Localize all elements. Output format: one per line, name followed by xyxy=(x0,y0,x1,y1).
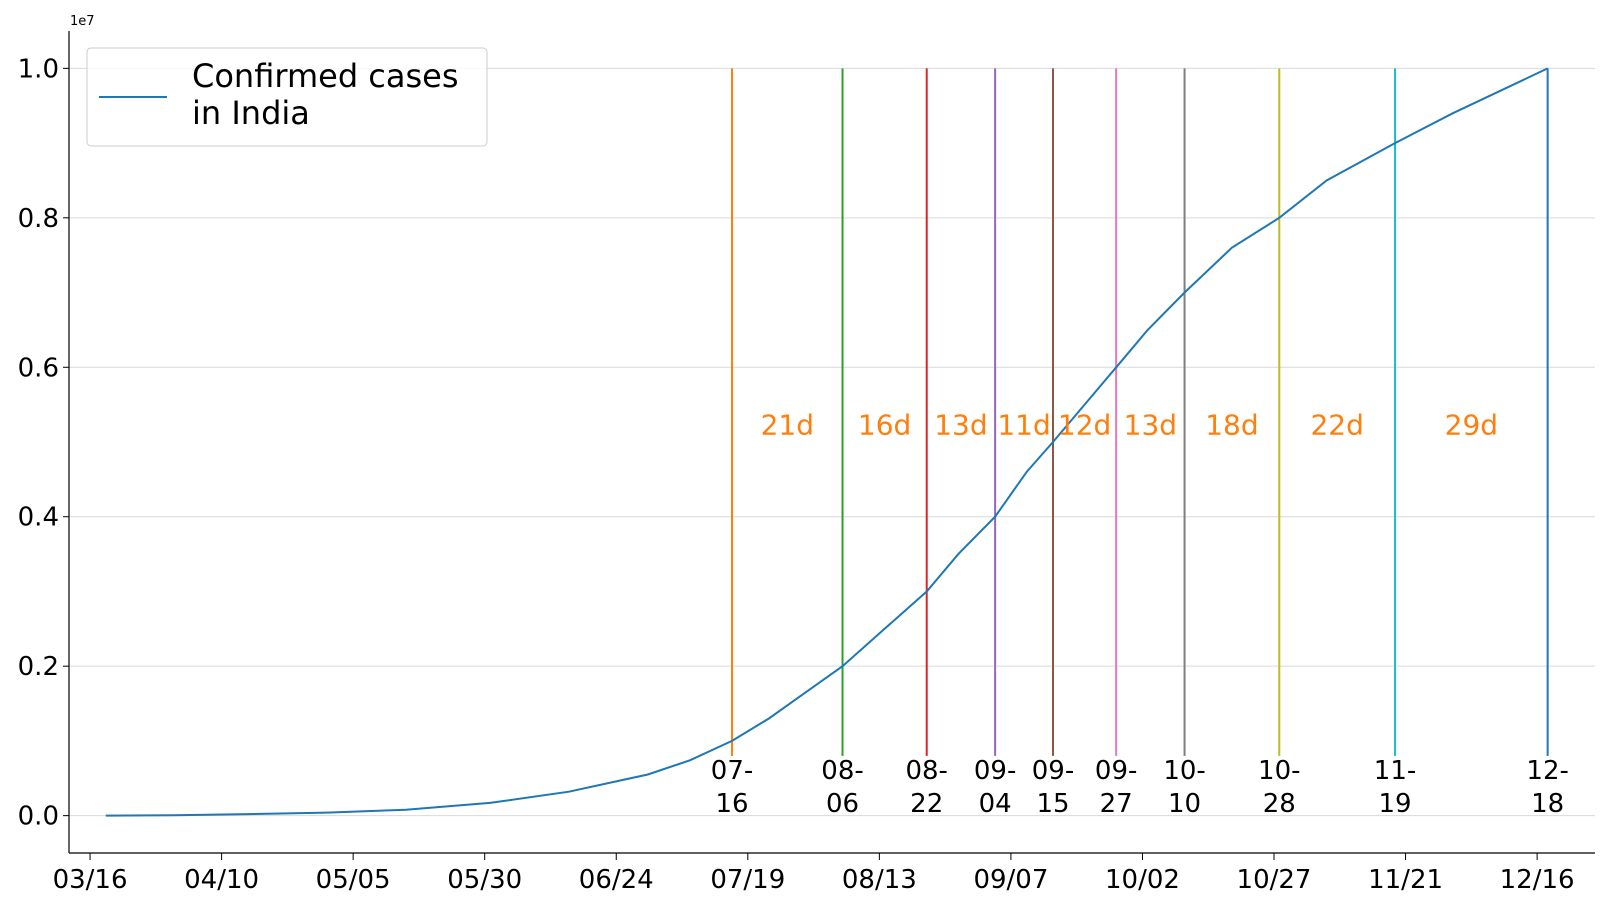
marker-label-top: 08- xyxy=(905,756,947,786)
interval-label: 12d xyxy=(1058,409,1111,442)
gridlines xyxy=(69,67,1595,817)
y-tick-label: 0.4 xyxy=(18,503,59,533)
marker-label-bottom: 15 xyxy=(1036,789,1069,819)
interval-label: 21d xyxy=(761,409,814,442)
y-scale-label: 1e7 xyxy=(70,14,95,29)
series-line-confirmed-cases xyxy=(105,67,1549,817)
marker-label-top: 10- xyxy=(1258,756,1300,786)
x-tick-label: 09/07 xyxy=(973,865,1048,895)
x-tick-label: 12/16 xyxy=(1500,865,1575,895)
marker-label-bottom: 04 xyxy=(979,789,1012,819)
y-ticks: 0.0 0.2 0.4 0.6 0.8 1.0 xyxy=(18,54,69,832)
x-tick-label: 08/13 xyxy=(842,865,917,895)
legend-box xyxy=(86,47,488,147)
marker-label-bottom: 19 xyxy=(1378,789,1411,819)
x-tick-label: 04/10 xyxy=(184,865,259,895)
legend: Confirmed cases in India xyxy=(86,47,488,147)
y-tick-label: 0.6 xyxy=(18,353,59,383)
legend-label-line2: in India xyxy=(192,94,310,132)
marker-date-labels: 07-1608-0608-2209-0409-1509-2710-1010-28… xyxy=(711,756,1569,819)
vertical-markers xyxy=(731,68,1549,756)
interval-label: 29d xyxy=(1445,409,1498,442)
interval-label: 16d xyxy=(858,409,911,442)
marker-label-top: 07- xyxy=(711,756,753,786)
x-tick-label: 05/05 xyxy=(316,865,391,895)
marker-label-top: 10- xyxy=(1163,756,1205,786)
axes xyxy=(68,31,1595,854)
marker-label-bottom: 16 xyxy=(715,789,748,819)
marker-label-bottom: 18 xyxy=(1531,789,1564,819)
marker-label-bottom: 06 xyxy=(826,789,859,819)
series-layer xyxy=(105,67,1549,817)
legend-label-line1: Confirmed cases xyxy=(192,57,459,95)
y-tick-label: 0.8 xyxy=(18,204,59,234)
marker-label-bottom: 10 xyxy=(1168,789,1201,819)
marker-label-top: 11- xyxy=(1374,756,1416,786)
interval-label: 13d xyxy=(1124,409,1177,442)
x-tick-label: 10/02 xyxy=(1105,865,1180,895)
marker-label-top: 09- xyxy=(974,756,1016,786)
marker-label-top: 12- xyxy=(1526,756,1568,786)
marker-label-top: 09- xyxy=(1032,756,1074,786)
x-ticks: 03/16 04/10 05/05 05/30 06/24 07/19 08/13 09/07… xyxy=(53,853,1575,895)
interval-labels: 21d 16d 13d 11d 12d 13d 18d 22d 29d xyxy=(761,409,1498,442)
interval-label: 18d xyxy=(1205,409,1258,442)
x-tick-label: 03/16 xyxy=(53,865,128,895)
marker-label-top: 08- xyxy=(821,756,863,786)
x-tick-label: 10/27 xyxy=(1237,865,1312,895)
x-tick-label: 11/21 xyxy=(1368,865,1443,895)
y-tick-label: 0.2 xyxy=(18,652,59,682)
marker-label-bottom: 22 xyxy=(910,789,943,819)
x-tick-label: 05/30 xyxy=(447,865,522,895)
marker-label-bottom: 27 xyxy=(1100,789,1133,819)
x-tick-label: 06/24 xyxy=(579,865,654,895)
interval-label: 13d xyxy=(934,409,987,442)
interval-label: 22d xyxy=(1310,409,1363,442)
marker-label-bottom: 28 xyxy=(1263,789,1296,819)
y-tick-label: 1.0 xyxy=(18,54,59,84)
y-tick-label: 0.0 xyxy=(18,802,59,832)
interval-label: 11d xyxy=(997,409,1050,442)
x-tick-label: 07/19 xyxy=(710,865,785,895)
marker-label-top: 09- xyxy=(1095,756,1137,786)
